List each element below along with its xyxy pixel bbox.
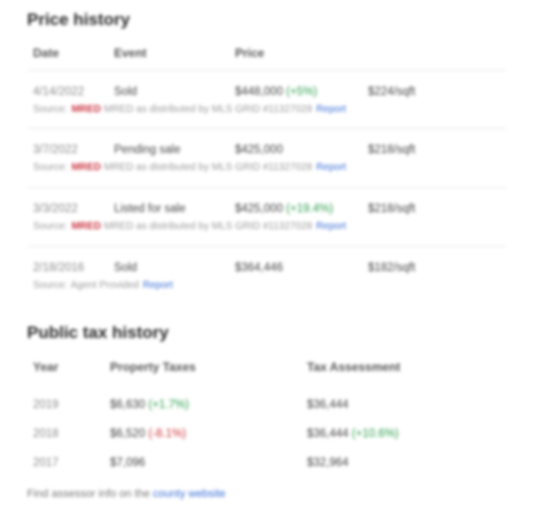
row-price: $425,000: [235, 144, 283, 156]
row-event: Listed for sale: [114, 203, 186, 215]
tax-assessment: $36,444: [307, 399, 349, 411]
row-divider: [27, 246, 507, 247]
assessor-info-note: Find assessor info on the county website: [27, 488, 226, 500]
tax-year: 2017: [33, 457, 59, 469]
row-event: Pending sale: [114, 144, 181, 156]
row-date: 3/7/2022: [33, 144, 78, 156]
row-price-per-sqft: $218/sqft: [368, 203, 416, 215]
col-date-header: Date: [33, 46, 60, 60]
col-price-header: Price: [235, 46, 265, 60]
row-price: $448,000 (+5%): [235, 86, 318, 98]
row-price: $425,000 (+19.4%): [235, 203, 334, 215]
tax-year: 2018: [33, 428, 59, 440]
price-change: (+19.4%): [286, 203, 334, 215]
assessment-change: (+10.6%): [351, 428, 399, 440]
tax-amount: $6,520 (-8.1%): [110, 428, 187, 440]
report-link[interactable]: Report: [316, 162, 347, 173]
row-divider: [27, 128, 507, 129]
tax-assessment: $32,964: [307, 457, 349, 469]
tax-amount: $6,630 (+1.7%): [110, 399, 189, 411]
report-link[interactable]: Report: [142, 280, 173, 291]
row-divider: [27, 187, 507, 188]
row-price-per-sqft: $182/sqft: [368, 262, 416, 274]
col-property-taxes-header: Property Taxes: [110, 360, 196, 374]
tax-change: (-8.1%): [148, 428, 187, 440]
price-change: (+5%): [286, 86, 318, 98]
tax-history-title: Public tax history: [27, 323, 169, 342]
report-link[interactable]: Report: [316, 221, 347, 232]
row-source: Source: MRED MRED as distributed by MLS GR…: [33, 221, 347, 232]
col-year-header: Year: [33, 360, 59, 374]
row-event: Sold: [114, 86, 138, 98]
row-source: Source: MRED MRED as distributed by MLS GR…: [33, 162, 347, 173]
row-date: 3/3/2022: [33, 203, 78, 215]
col-tax-assessment-header: Tax Assessment: [307, 360, 401, 374]
row-date: 4/14/2022: [33, 86, 85, 98]
header-divider: [27, 70, 507, 71]
row-source: Source: Agent Provided Report: [33, 280, 173, 291]
row-source: Source: MRED MRED as distributed by MLS GR…: [33, 104, 347, 115]
report-link[interactable]: Report: [316, 104, 347, 115]
tax-year: 2019: [33, 399, 59, 411]
tax-assessment: $36,444 (+10.6%): [307, 428, 399, 440]
row-price: $364,446: [235, 262, 283, 274]
row-date: 2/18/2016: [33, 262, 85, 274]
mred-logo: MRED: [71, 162, 101, 173]
row-price-per-sqft: $218/sqft: [368, 144, 416, 156]
row-event: Sold: [114, 262, 138, 274]
col-event-header: Event: [114, 46, 147, 60]
row-price-per-sqft: $224/sqft: [368, 86, 416, 98]
price-history-title: Price history: [27, 10, 130, 29]
mred-logo: MRED: [71, 104, 101, 115]
tax-amount: $7,096: [110, 457, 146, 469]
tax-change: (+1.7%): [148, 399, 189, 411]
county-website-link[interactable]: county website: [152, 488, 226, 500]
mred-logo: MRED: [71, 221, 101, 232]
